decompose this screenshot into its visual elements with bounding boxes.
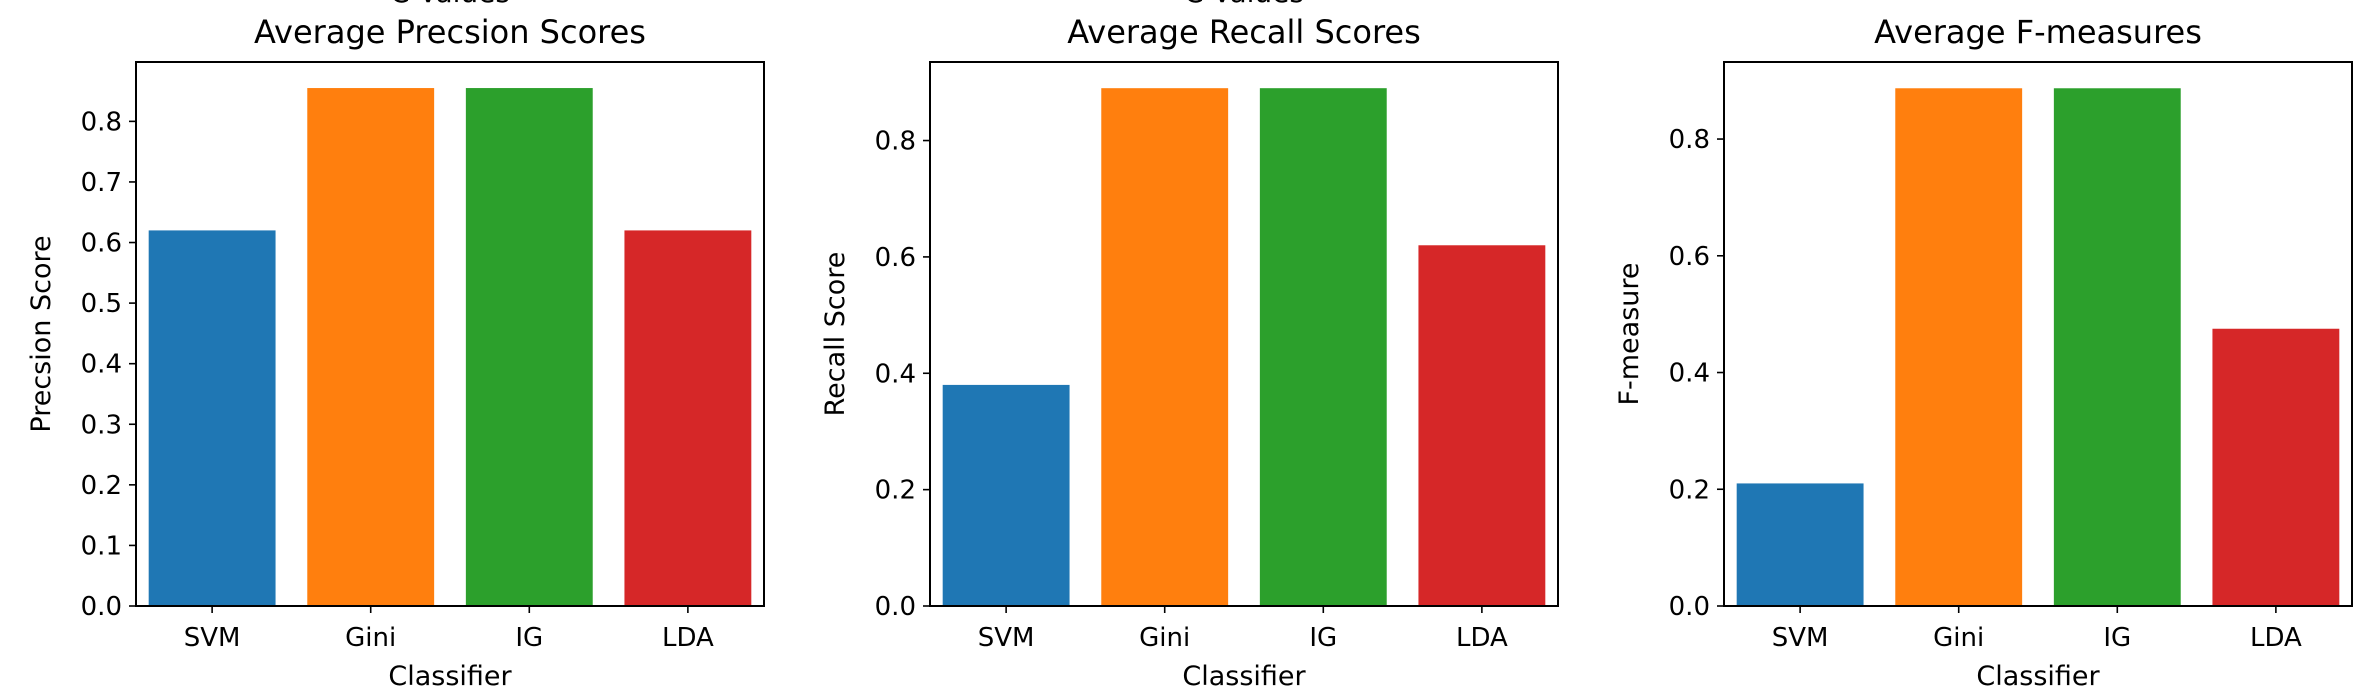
- clipped-suptitle: C Values: [1184, 0, 1304, 9]
- y-tick-label: 0.7: [81, 168, 122, 198]
- chart-panel-2: C Values 0.0 0.2 0.4 0.6 0.8 SVM Gini IG LDA Avera…: [820, 0, 1559, 692]
- chart-panel-1: C Values 0.0 0.1 0.2 0.3 0.4 0.5 0.6 0.7 0.8 SVM Gi…: [26, 0, 765, 692]
- y-tick-label: 0.5: [81, 289, 122, 319]
- bar-lda: [1418, 245, 1546, 607]
- bar-svm: [1736, 483, 1864, 606]
- bar-ig: [465, 88, 593, 606]
- bar-lda: [624, 230, 752, 607]
- y-tick-label: 0.6: [875, 243, 916, 273]
- bar-gini: [307, 88, 435, 606]
- bar-ig: [2053, 88, 2181, 606]
- x-tick-label: SVM: [978, 623, 1035, 653]
- x-tick-label: LDA: [1456, 623, 1508, 653]
- y-tick-label: 0.4: [1669, 359, 1710, 389]
- x-tick-label: Gini: [345, 623, 396, 653]
- bar-gini: [1895, 88, 2023, 606]
- y-tick-label: 0.8: [875, 127, 916, 157]
- bar-svm: [942, 384, 1070, 606]
- bar-gini: [1101, 88, 1229, 606]
- x-axis-label: Classifier: [388, 661, 512, 692]
- bar-lda: [2212, 328, 2340, 606]
- y-tick-label: 0.6: [1669, 242, 1710, 272]
- x-tick-label: IG: [515, 623, 543, 653]
- y-tick-label: 0.2: [1669, 475, 1710, 505]
- y-axis-label: F-measure: [1614, 262, 1645, 405]
- bar-svm: [148, 230, 276, 607]
- x-tick-label: LDA: [2250, 623, 2302, 653]
- x-tick-label: SVM: [1772, 623, 1829, 653]
- y-tick-label: 0.8: [81, 107, 122, 137]
- x-tick-label: Gini: [1933, 623, 1984, 653]
- axes-frame: [1723, 61, 2353, 607]
- bar-ig: [1259, 88, 1387, 606]
- x-tick-label: LDA: [662, 623, 714, 653]
- axes-frame: [135, 61, 765, 607]
- y-tick-label: 0.0: [1669, 592, 1710, 622]
- y-tick-label: 0.2: [875, 476, 916, 506]
- y-axis-label: Recall Score: [820, 252, 851, 417]
- y-tick-label: 0.4: [875, 359, 916, 389]
- y-tick-label: 0.8: [1669, 125, 1710, 155]
- y-tick-label: 0.4: [81, 350, 122, 380]
- y-tick-label: 0.0: [875, 592, 916, 622]
- x-tick-label: IG: [2103, 623, 2131, 653]
- x-axis-label: Classifier: [1976, 661, 2100, 692]
- chart-panel-3: 0.0 0.2 0.4 0.6 0.8 SVM Gini IG LDA Average F-mea…: [1614, 13, 2353, 692]
- x-tick-label: Gini: [1139, 623, 1190, 653]
- y-tick-label: 0.3: [81, 410, 122, 440]
- x-axis-label: Classifier: [1182, 661, 1306, 692]
- chart-title: Average F-measures: [1874, 13, 2202, 51]
- y-tick-label: 0.2: [81, 471, 122, 501]
- y-tick-label: 0.1: [81, 531, 122, 561]
- clipped-suptitle: C Values: [390, 0, 510, 9]
- x-tick-label: SVM: [184, 623, 241, 653]
- axes-frame: [929, 61, 1559, 607]
- x-tick-label: IG: [1309, 623, 1337, 653]
- y-tick-label: 0.6: [81, 229, 122, 259]
- y-tick-label: 0.0: [81, 592, 122, 622]
- chart-title: Average Recall Scores: [1067, 13, 1421, 51]
- chart-title: Average Precsion Scores: [254, 13, 646, 51]
- y-axis-label: Precsion Score: [26, 235, 57, 432]
